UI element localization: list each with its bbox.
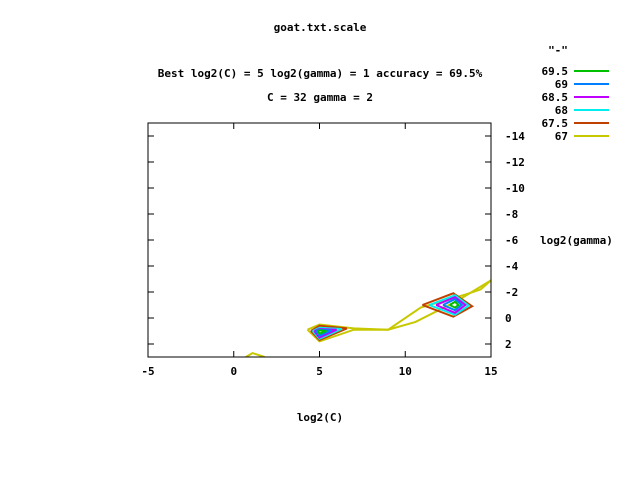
y-tick-label: 0 [505,312,512,325]
y-tick-label: -6 [505,234,519,247]
legend-title: "-" [548,44,568,57]
contour-line-67-5-1 [422,292,474,318]
contour-line-69-5-1 [449,300,460,309]
legend-label: 68 [555,104,568,117]
x-tick-label: 10 [399,365,412,378]
y-tick-label: -12 [505,156,525,169]
x-axis-label: log2(C) [297,411,343,424]
legend-label: 69.5 [542,65,569,78]
y-tick-label: 2 [505,338,512,351]
x-tick-label: 0 [230,365,237,378]
y-tick-label: -10 [505,182,525,195]
contour-line-67-2 [306,279,491,343]
x-axis-ticks: -5 0 5 10 15 [141,123,498,378]
y-tick-label: -14 [505,130,525,143]
legend-label: 67.5 [542,117,569,130]
y-axis-label: log2(gamma) [540,234,613,247]
legend-label: 67 [555,130,568,143]
legend-label: 68.5 [542,91,569,104]
chart-subtitle-params: C = 32 gamma = 2 [267,91,373,104]
contour-line-67-0 [245,352,265,357]
legend-label: 69 [555,78,568,91]
y-tick-label: -2 [505,286,518,299]
x-tick-label: 15 [484,365,497,378]
x-tick-label: -5 [141,365,154,378]
y-tick-label: -8 [505,208,518,221]
chart-title: goat.txt.scale [274,21,367,34]
chart-subtitle-best: Best log2(C) = 5 log2(gamma) = 1 accurac… [158,67,483,80]
contour-line-69-5-0 [316,329,327,335]
x-tick-label: 5 [316,365,323,378]
y-tick-label: -4 [505,260,519,273]
contour-line-68-5-1 [435,296,467,314]
y-axis-ticks: -14 -12 -10 -8 -6 -4 -2 0 2 [148,130,525,351]
plot-frame [147,122,492,358]
contour-line-68-1 [428,294,471,316]
contour-line-69-1 [442,297,464,312]
plot-contours [245,279,491,357]
